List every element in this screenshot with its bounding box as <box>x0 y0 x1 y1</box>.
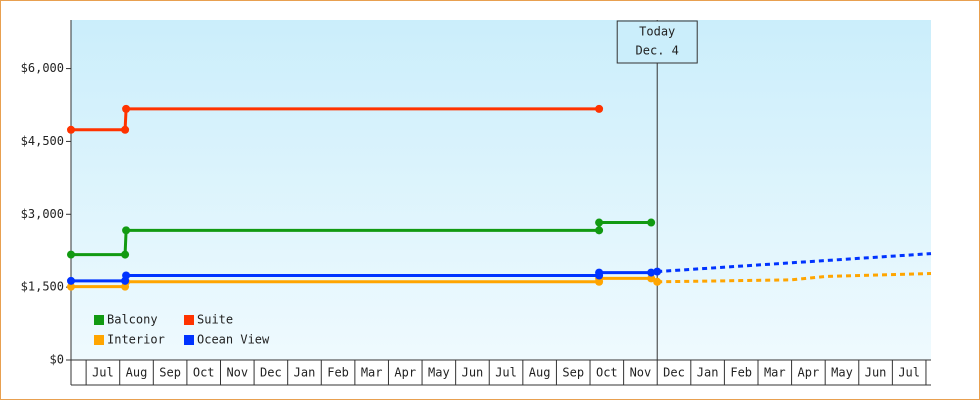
point <box>647 274 656 283</box>
y-tick-label: $6,000 <box>21 61 64 75</box>
forecast-line <box>657 272 932 284</box>
x-tick-label: Jul <box>495 366 517 380</box>
x-tick-label: Dec <box>663 366 685 380</box>
x-tick-label: Apr <box>394 366 416 380</box>
point <box>121 250 130 259</box>
series-line <box>71 221 652 257</box>
point <box>67 125 75 134</box>
x-tick-label: Aug <box>126 366 148 380</box>
point <box>122 226 131 235</box>
x-tick-label: May <box>428 366 450 380</box>
today-label: Dec. 4 <box>636 44 679 58</box>
x-tick-label: Apr <box>798 366 820 380</box>
legend-swatch <box>184 335 194 345</box>
x-tick-label: Sep <box>159 366 181 380</box>
x-tick-label: Oct <box>193 366 215 380</box>
point <box>647 218 656 227</box>
point <box>595 218 604 227</box>
point <box>595 104 604 113</box>
point <box>122 271 131 280</box>
x-tick-label: Jul <box>898 366 920 380</box>
today-label: Today <box>639 25 675 39</box>
x-tick-label: Nov <box>226 366 248 380</box>
x-tick-label: Feb <box>730 366 752 380</box>
today-box <box>616 20 698 64</box>
x-tick-label: Nov <box>630 366 652 380</box>
x-tick-label: May <box>831 366 853 380</box>
y-tick-label: $0 <box>50 353 64 367</box>
x-tick-label: Oct <box>596 366 618 380</box>
point <box>67 250 75 259</box>
point <box>121 125 130 134</box>
x-tick-label: Jun <box>462 366 484 380</box>
x-tick-label: Aug <box>529 366 551 380</box>
point <box>653 267 662 276</box>
x-tick-label: Mar <box>361 366 383 380</box>
x-tick-label: Jun <box>865 366 887 380</box>
x-tick-label: Jan <box>697 366 719 380</box>
y-tick-label: $3,000 <box>21 207 64 221</box>
x-tick-label: Feb <box>327 366 349 380</box>
x-tick-label: Mar <box>764 366 786 380</box>
point <box>595 226 604 235</box>
forecast-line <box>657 252 932 274</box>
x-tick-label: Jul <box>92 366 114 380</box>
legend-swatch <box>94 335 104 345</box>
legend-label: Interior <box>107 333 165 347</box>
x-tick-label: Jan <box>294 366 316 380</box>
plot-area <box>71 20 931 360</box>
point <box>122 104 131 113</box>
x-tick-label: Sep <box>562 366 584 380</box>
point <box>647 268 656 277</box>
legend-label: Suite <box>197 313 233 327</box>
point <box>67 276 75 285</box>
series-line <box>71 107 600 132</box>
legend-swatch <box>94 315 104 325</box>
point <box>595 268 604 277</box>
point <box>67 282 75 291</box>
x-tick-label: Dec <box>260 366 282 380</box>
y-tick-label: $1,500 <box>21 280 64 294</box>
y-tick-label: $4,500 <box>21 134 64 148</box>
legend-label: Ocean View <box>197 333 270 347</box>
legend-label: Balcony <box>107 313 158 327</box>
point <box>653 277 662 286</box>
legend-swatch <box>184 315 194 325</box>
